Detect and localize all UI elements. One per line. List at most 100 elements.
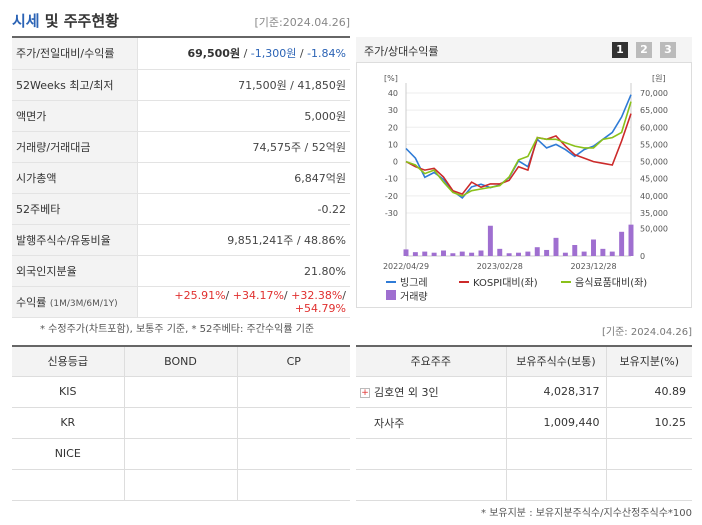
- y-right-tick-label: 45,000: [640, 175, 668, 184]
- y-right-tick-label: 70,000: [640, 89, 668, 98]
- info-row: 52주베타 -0.22: [12, 193, 350, 226]
- volume-bar: [628, 224, 634, 256]
- y-left-tick-label: -30: [385, 209, 398, 218]
- info-value: 74,575주 / 52억원: [137, 131, 350, 163]
- table-row: + 김호연 외 3인 4,028,317 40.89: [356, 376, 692, 408]
- volume-bar: [609, 251, 615, 256]
- info-label-sub: (1M/3M/6M/1Y): [49, 299, 118, 310]
- volume-bar: [600, 248, 606, 256]
- holder-pct: [606, 469, 692, 501]
- right-axis-unit: [원]: [652, 74, 666, 83]
- agency-name: NICE: [12, 438, 125, 470]
- title-main: 시세: [12, 12, 40, 30]
- table-row: [356, 469, 692, 501]
- info-value: 21.80%: [137, 255, 350, 288]
- y-left-tick-label: -10: [385, 175, 398, 184]
- volume-bar: [469, 252, 475, 256]
- table-row: KR: [12, 407, 350, 439]
- legend-label-stock: 빙그레: [400, 277, 428, 289]
- holder-shares: [506, 469, 607, 501]
- y-left-tick-label: 0: [393, 158, 398, 167]
- info-value: 9,851,241주 / 48.86%: [137, 224, 350, 257]
- col-header: 주요주주: [356, 345, 507, 377]
- y-right-tick-label: 55,000: [640, 140, 668, 149]
- cp-rating: [237, 469, 350, 501]
- agency-name: KR: [12, 407, 125, 439]
- legend-swatch-volume: [386, 290, 396, 300]
- col-header: BOND: [124, 345, 238, 377]
- info-row: 52Weeks 최고/최저 71,500원 / 41,850원: [12, 69, 350, 101]
- series-line-food: [405, 101, 632, 197]
- volume-bar: [422, 251, 428, 256]
- cp-rating: [237, 376, 350, 408]
- y-left-tick-label: -20: [385, 192, 398, 201]
- chart-page-1[interactable]: 1: [612, 42, 628, 58]
- price-change: -1,300원: [250, 47, 297, 61]
- volume-bar: [581, 251, 587, 256]
- info-row: 거래량/거래대금 74,575주 / 52억원: [12, 131, 350, 163]
- volume-bar: [403, 249, 409, 256]
- info-label: 수익률: [16, 296, 47, 310]
- chart-page-3[interactable]: 3: [660, 42, 676, 58]
- holder-shares: [506, 438, 607, 470]
- volume-bar: [534, 247, 540, 256]
- volume-bar: [497, 248, 503, 256]
- volume-bar: [441, 250, 446, 256]
- return-3m: +34.17%: [232, 289, 284, 303]
- info-label: 52Weeks 최고/최저: [12, 69, 138, 101]
- y-volume-tick-label: 0: [640, 252, 645, 261]
- cp-rating: [237, 407, 350, 439]
- table-header-row: 주요주주 보유주식수(보통) 보유지분(%): [356, 345, 692, 377]
- holders-note: * 보유지분 : 보유지분주식수/지수산정주식수*100: [481, 508, 692, 519]
- holder-name: [356, 469, 507, 501]
- info-label: 주가/전일대비/수익률: [12, 38, 138, 70]
- col-header: 보유주식수(보통): [506, 345, 607, 377]
- info-row: 액면가 5,000원: [12, 100, 350, 132]
- y-right-tick-label: 50,000: [640, 158, 668, 167]
- volume-bar: [431, 252, 437, 256]
- volume-bar: [412, 252, 418, 256]
- section-title: 시세 및 주주현황 [기준:2024.04.26]: [12, 10, 350, 32]
- col-header: 보유지분(%): [606, 345, 692, 377]
- legend-label-volume: 거래량: [400, 291, 428, 303]
- bond-rating: [124, 438, 238, 470]
- volume-bar: [506, 253, 512, 256]
- info-row: 발행주식수/유동비율 9,851,241주 / 48.86%: [12, 224, 350, 257]
- price-rate: -1.84%: [307, 47, 346, 61]
- price-info-table: 주가/전일대비/수익률 69,500원 / -1,300원 / -1.84% 5…: [12, 38, 350, 319]
- col-header: CP: [237, 345, 350, 377]
- table-row: 자사주 1,009,440 10.25: [356, 407, 692, 439]
- y-right-tick-label: 60,000: [640, 123, 668, 132]
- info-label: 시가총액: [12, 162, 138, 194]
- legend-label-kospi: KOSPI대비(좌): [473, 277, 538, 289]
- current-price: 69,500원: [187, 47, 241, 61]
- holder-name: [356, 438, 507, 470]
- cp-rating: [237, 438, 350, 470]
- legend-label-food: 음식료품대비(좌): [575, 277, 647, 289]
- y-left-tick-label: 40: [388, 89, 398, 98]
- col-header: 신용등급: [12, 345, 125, 377]
- y-right-tick-label: 40,000: [640, 192, 668, 201]
- y-volume-tick-label: 50,000: [640, 225, 668, 234]
- chart-page-2[interactable]: 2: [636, 42, 652, 58]
- return-1m: +25.91%: [174, 289, 226, 303]
- holder-pct: 40.89: [606, 376, 692, 408]
- info-row: 외국인지분율 21.80%: [12, 255, 350, 288]
- divider: [12, 36, 350, 38]
- volume-bar: [553, 237, 559, 256]
- return-1y: +54.79%: [294, 302, 346, 316]
- holder-name[interactable]: 김호연 외 3인: [374, 385, 439, 399]
- info-label: 거래량/거래대금: [12, 131, 138, 163]
- info-note: * 수정주가(차트포함), 보통주 기준, * 52주베타: 주간수익률 기준: [40, 324, 315, 335]
- bond-rating: [124, 376, 238, 408]
- volume-bar: [619, 231, 625, 256]
- title-rest: 및 주주현황: [44, 12, 119, 30]
- credit-rating-table: 신용등급 BOND CP KIS KR NICE: [12, 345, 350, 501]
- volume-bar: [487, 225, 493, 256]
- left-axis-unit: [%]: [384, 74, 398, 83]
- expand-icon[interactable]: +: [360, 387, 370, 398]
- table-header-row: 신용등급 BOND CP: [12, 345, 350, 377]
- return-6m: +32.38%: [291, 289, 343, 303]
- info-label: 52주베타: [12, 193, 138, 226]
- base-date: [기준:2024.04.26]: [254, 16, 350, 29]
